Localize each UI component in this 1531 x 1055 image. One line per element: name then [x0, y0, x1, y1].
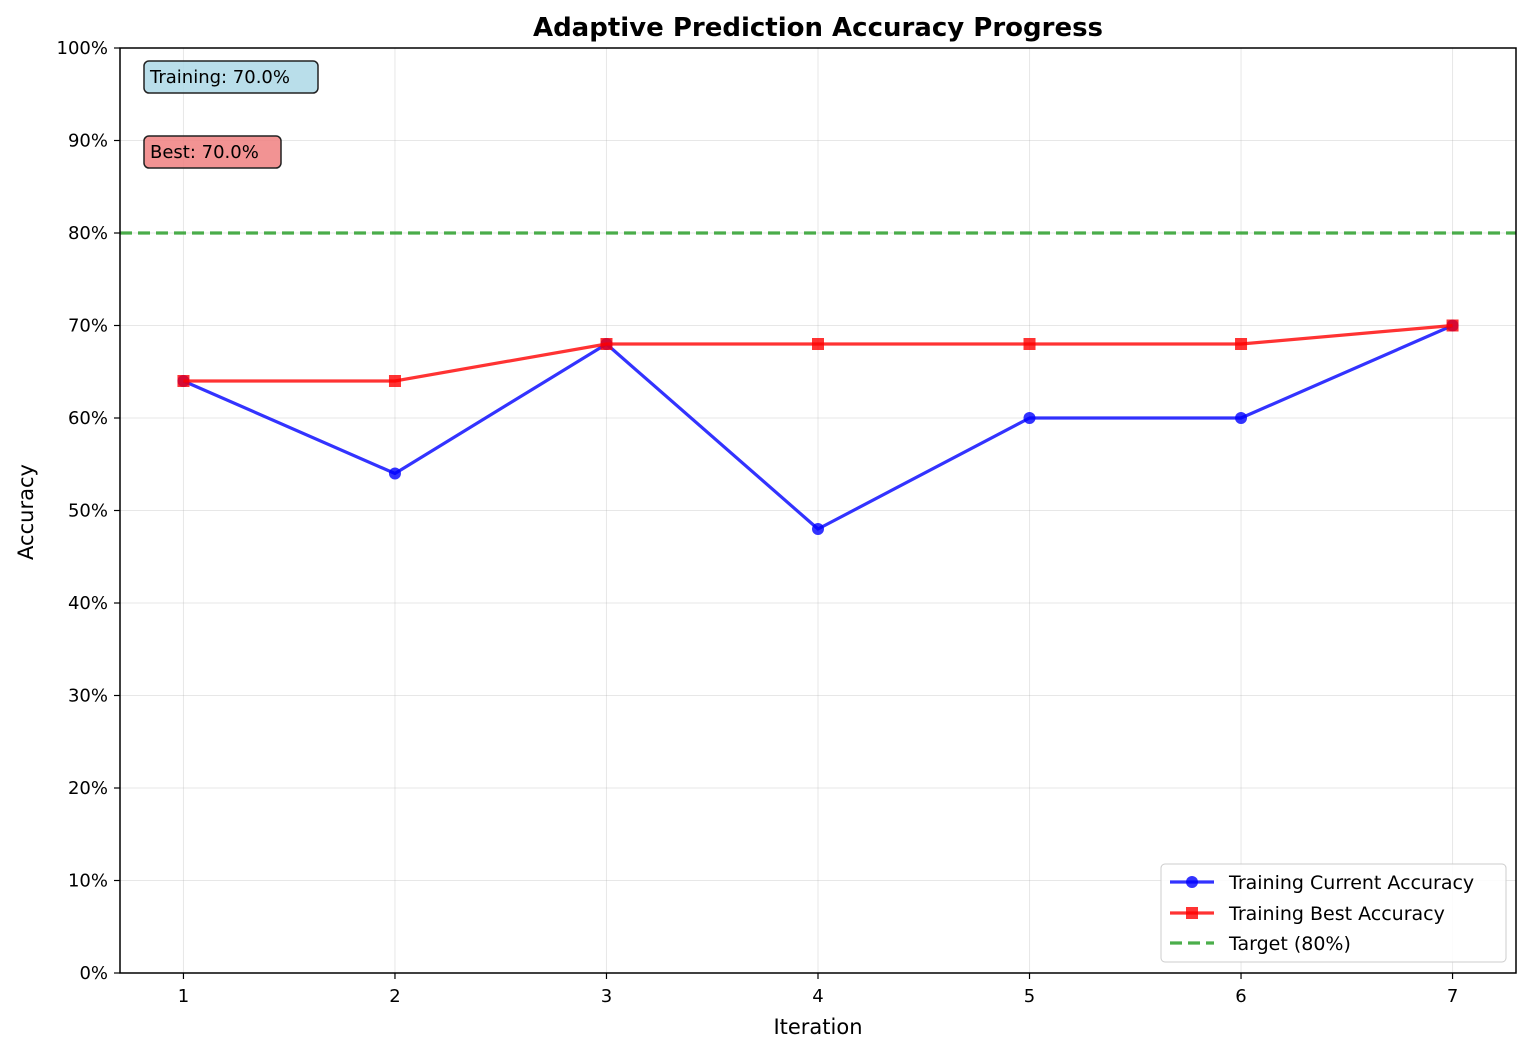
x-axis-label: Iteration — [773, 1015, 862, 1039]
x-tick-label: 3 — [601, 986, 612, 1007]
data-point-circle — [1023, 412, 1036, 424]
data-point-square — [177, 375, 190, 387]
data-point-square — [600, 338, 613, 350]
x-tick-label: 5 — [1024, 986, 1035, 1007]
data-point-square — [812, 338, 824, 350]
annotation-box: Training: 70.0% — [143, 60, 319, 94]
y-tick-label: 100% — [57, 38, 108, 59]
series-2 — [177, 319, 1459, 387]
annotations: Training: 70.0% Best: 70.0% — [143, 60, 319, 169]
annotation-text: Best: 70.0% — [150, 142, 259, 163]
y-tick-label: 0% — [79, 963, 108, 984]
y-tick-label: 80% — [68, 223, 108, 244]
legend-label: Training Current Accuracy — [1228, 872, 1474, 894]
y-axis-label: Accuracy — [14, 464, 38, 560]
x-tick-label: 2 — [389, 986, 400, 1007]
data-point-circle — [812, 523, 824, 535]
y-tick-label: 30% — [68, 686, 108, 707]
legend-marker-square — [1186, 907, 1198, 919]
legend-label: Training Best Accuracy — [1228, 903, 1445, 925]
y-tick-label: 50% — [68, 501, 108, 522]
annotation-background — [143, 135, 282, 169]
x-tick-label: 1 — [178, 986, 189, 1007]
x-axis-ticks: 1 2 3 4 5 6 7 — [178, 973, 1458, 1007]
annotation-text: Training: 70.0% — [149, 67, 290, 88]
annotation-box: Best: 70.0% — [143, 135, 282, 169]
y-tick-label: 10% — [68, 871, 108, 892]
x-tick-label: 6 — [1235, 986, 1246, 1007]
annotation-background — [143, 60, 319, 94]
y-tick-label: 40% — [68, 593, 108, 614]
legend-label: Target (80%) — [1228, 933, 1351, 955]
data-point-square — [1235, 338, 1248, 350]
series-layer — [177, 319, 1459, 535]
data-point-square — [1446, 319, 1459, 332]
y-axis-ticks: 0% 10% 20% 30% 40% 50% 60% 70% 80% 90% 100% — [57, 38, 120, 984]
x-tick-label: 4 — [812, 986, 823, 1007]
y-tick-label: 90% — [68, 131, 108, 152]
data-point-square — [1023, 338, 1036, 350]
x-tick-label: 7 — [1447, 986, 1458, 1007]
chart-title: Adaptive Prediction Accuracy Progress — [533, 13, 1103, 43]
legend-marker-circle — [1186, 876, 1198, 888]
data-point-circle — [388, 467, 401, 480]
y-tick-label: 60% — [68, 408, 108, 429]
y-tick-label: 20% — [68, 778, 108, 799]
legend-frame — [1160, 863, 1507, 963]
y-tick-label: 70% — [68, 316, 108, 337]
data-point-circle — [1235, 412, 1248, 424]
legend: Training Current Accuracy Training Best A… — [1160, 863, 1507, 963]
data-point-square — [388, 375, 401, 387]
